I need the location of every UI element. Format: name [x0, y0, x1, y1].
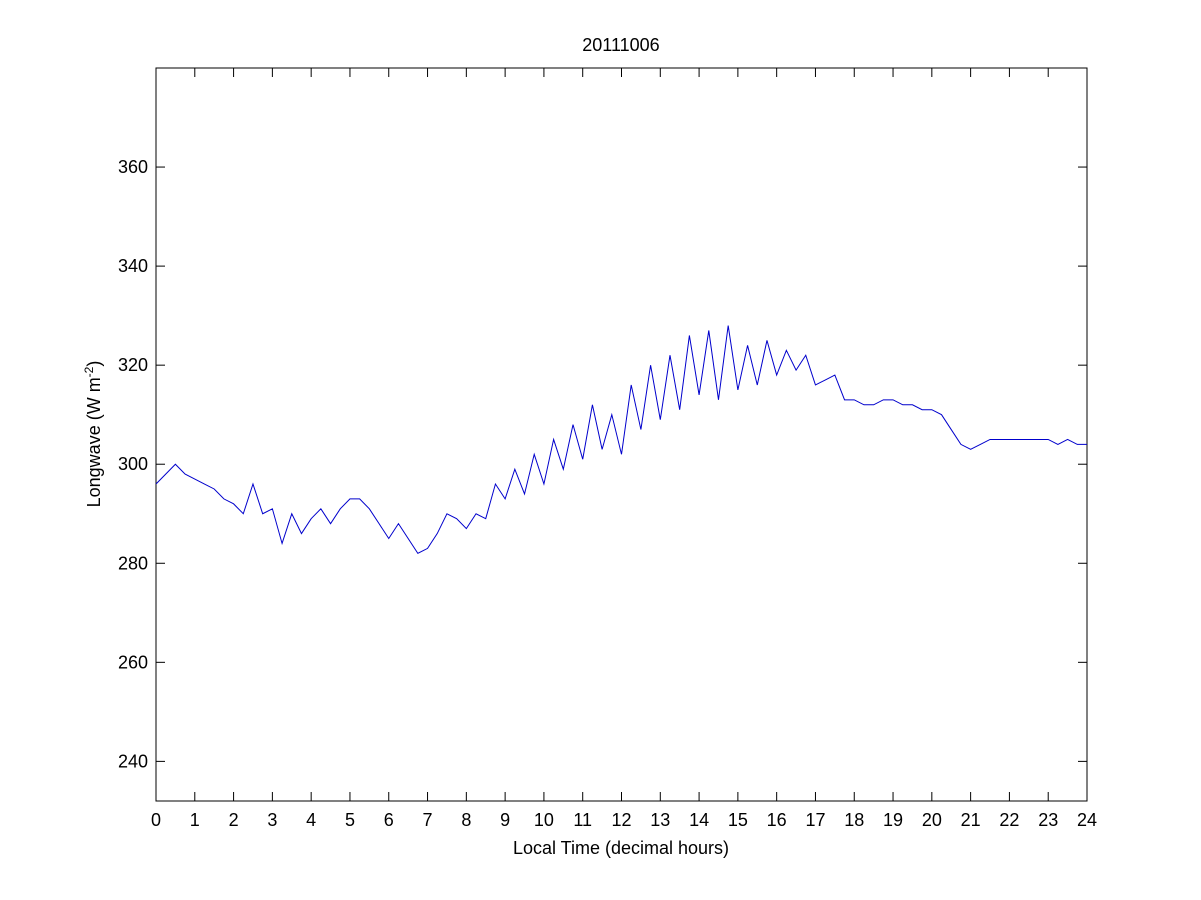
x-axis-label: Local Time (decimal hours) — [513, 838, 729, 858]
y-tick-label: 260 — [118, 652, 148, 672]
x-tick-label: 3 — [267, 810, 277, 830]
chart-title: 20111006 — [582, 35, 659, 55]
x-tick-label: 7 — [423, 810, 433, 830]
x-tick-label: 8 — [461, 810, 471, 830]
x-tick-label: 16 — [767, 810, 787, 830]
y-tick-label: 360 — [118, 157, 148, 177]
x-tick-label: 12 — [611, 810, 631, 830]
y-tick-label: 320 — [118, 355, 148, 375]
y-tick-label: 340 — [118, 256, 148, 276]
x-tick-label: 11 — [573, 810, 592, 830]
x-tick-label: 23 — [1038, 810, 1058, 830]
x-tick-label: 5 — [345, 810, 355, 830]
y-axis-label-sup: -2 — [82, 366, 96, 377]
x-tick-label: 17 — [805, 810, 825, 830]
x-tick-label: 10 — [534, 810, 554, 830]
x-tick-label: 4 — [306, 810, 316, 830]
y-tick-label: 300 — [118, 454, 148, 474]
x-tick-label: 0 — [151, 810, 161, 830]
x-tick-label: 24 — [1077, 810, 1097, 830]
x-tick-label: 18 — [844, 810, 864, 830]
x-tick-label: 19 — [883, 810, 903, 830]
x-tick-label: 2 — [229, 810, 239, 830]
plot-frame — [155, 67, 1088, 802]
x-tick-label: 20 — [922, 810, 942, 830]
y-tick-label: 280 — [118, 553, 148, 573]
x-tick-label: 9 — [500, 810, 510, 830]
y-tick-label: 240 — [118, 751, 148, 771]
data-line — [155, 325, 1087, 555]
x-tick-label: 1 — [190, 810, 200, 830]
x-tick-label: 21 — [961, 810, 981, 830]
y-axis-label: Longwave (W m-2) — [82, 361, 104, 508]
x-tick-label: 14 — [689, 810, 709, 830]
y-axis-label-text: Longwave (W m — [84, 377, 104, 507]
x-tick-label: 22 — [999, 810, 1019, 830]
x-tick-label: 6 — [384, 810, 394, 830]
x-tick-label: 13 — [650, 810, 670, 830]
x-tick-label: 15 — [728, 810, 748, 830]
y-axis-label-suffix: ) — [84, 361, 104, 367]
